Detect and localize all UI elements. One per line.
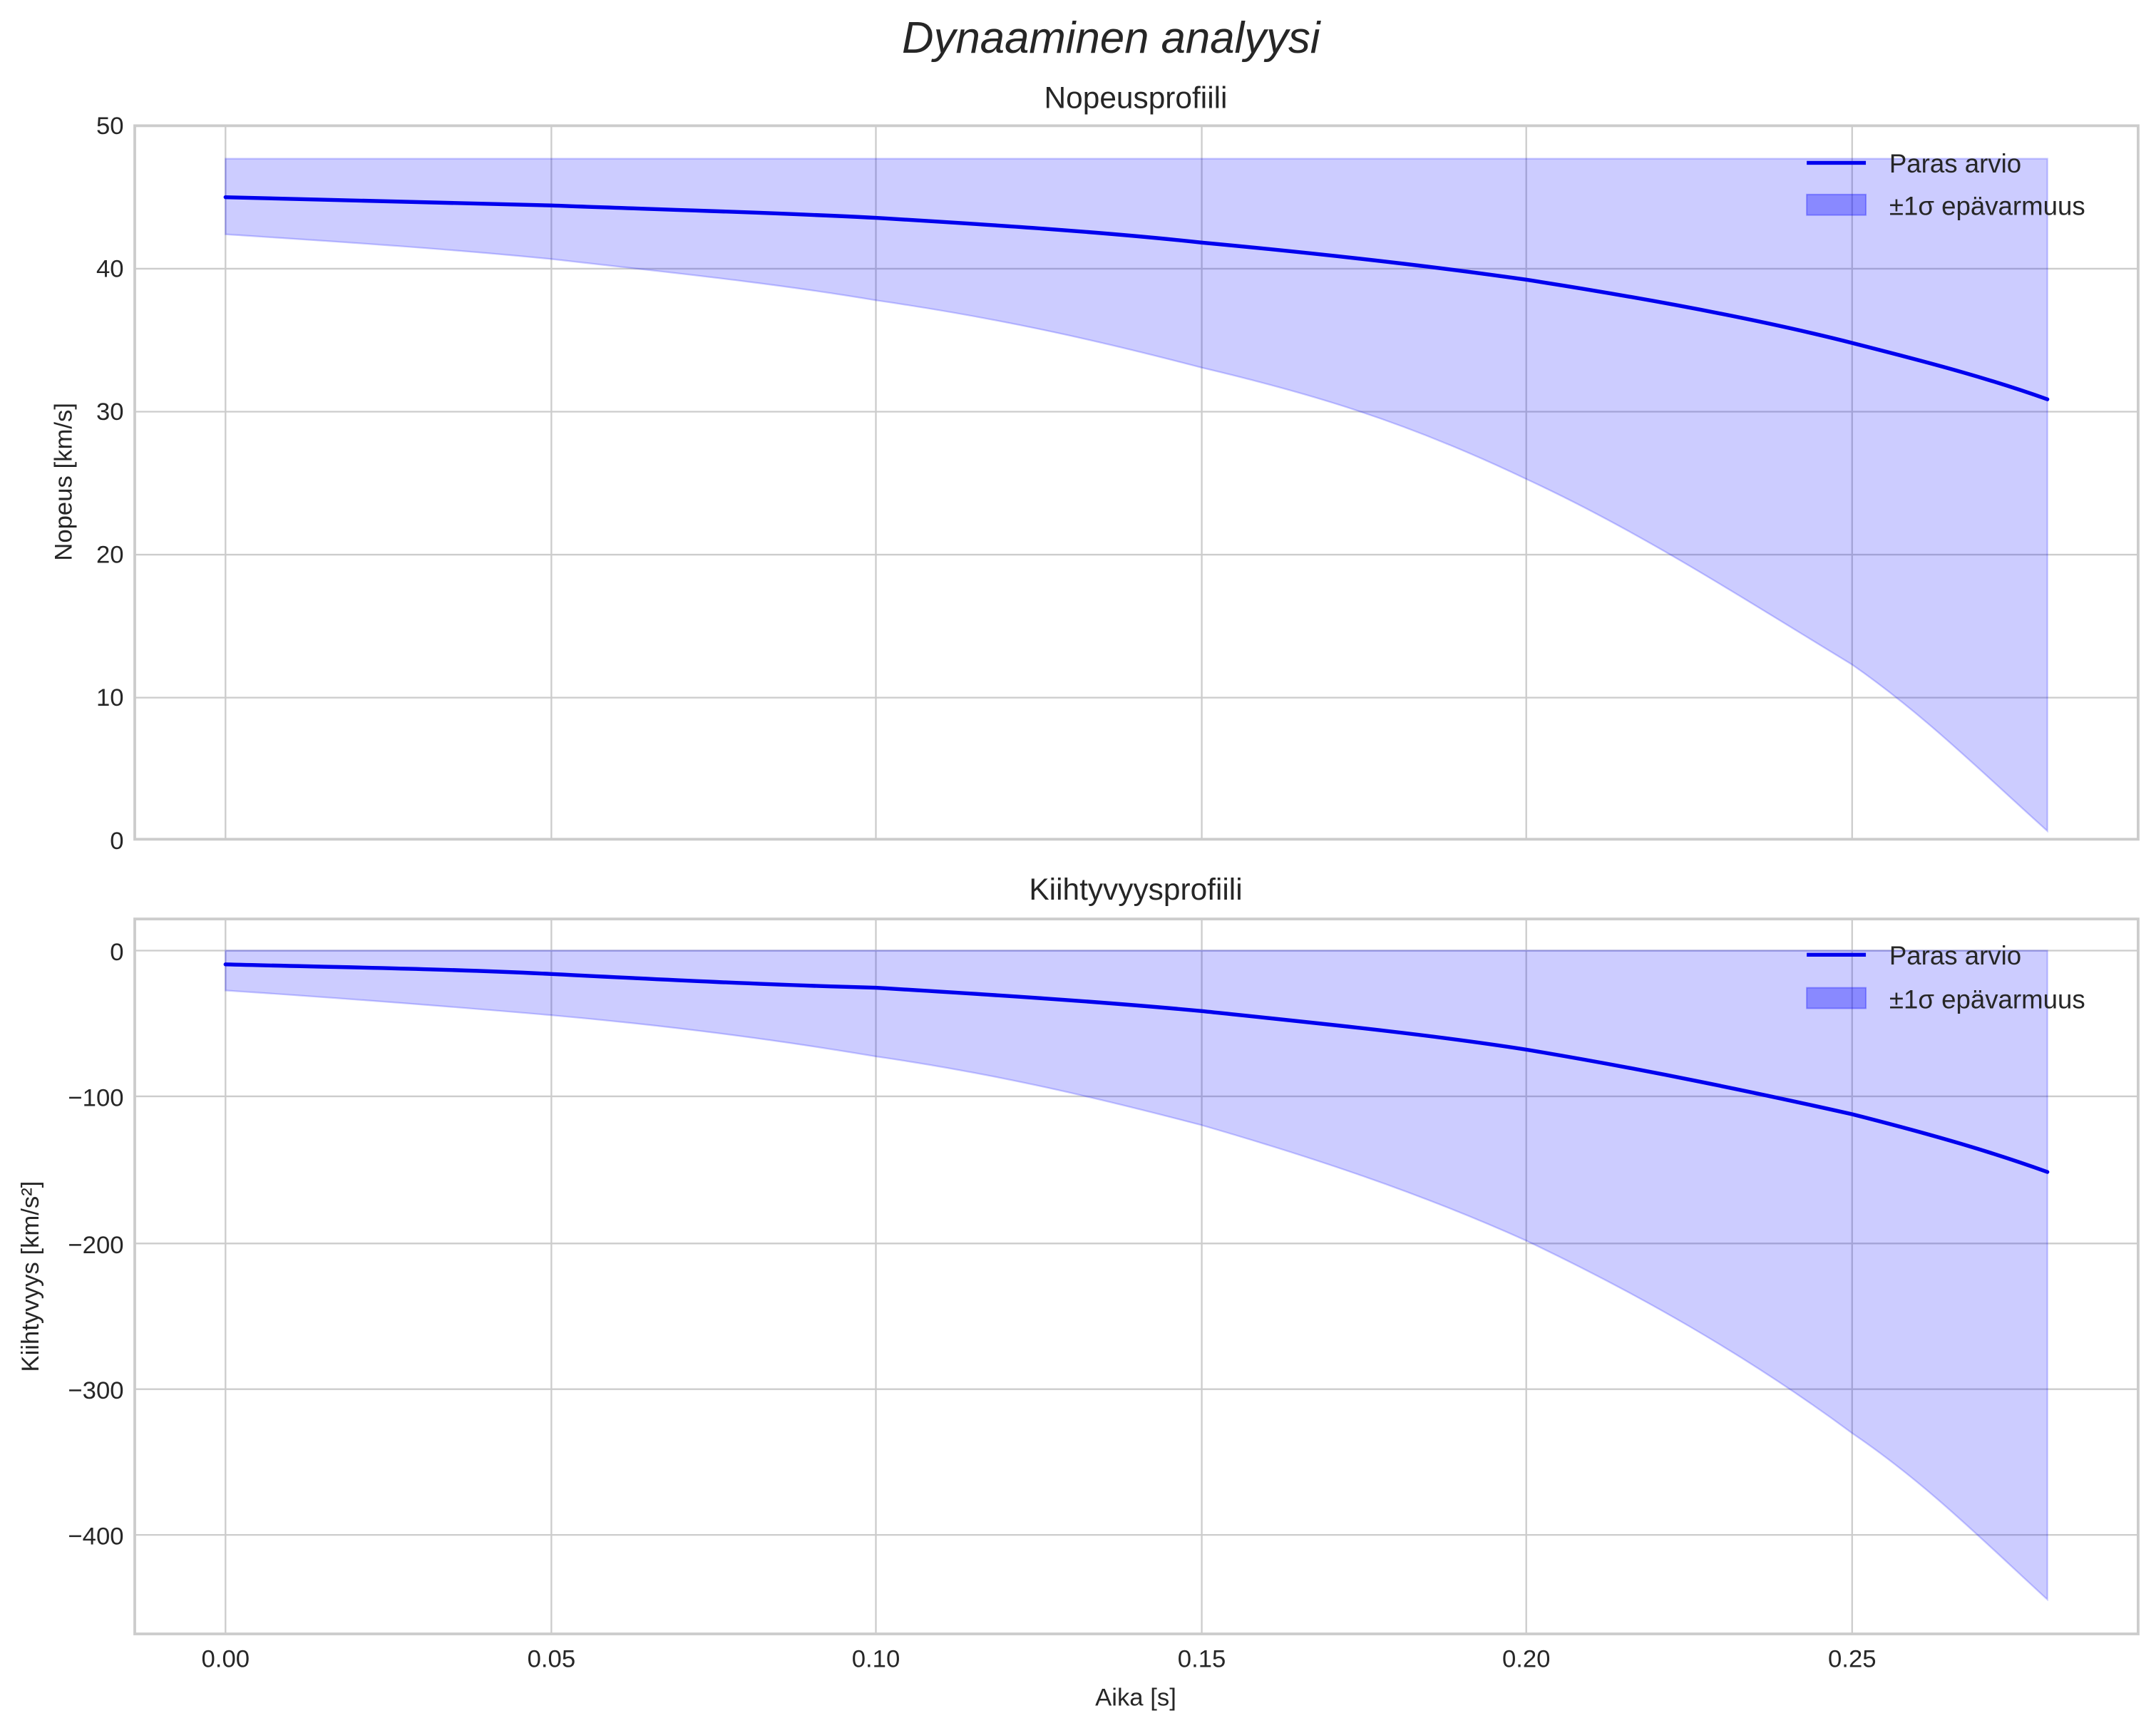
svg-text:50: 50: [96, 113, 124, 140]
acceleration-ylabel: Kiihtyvyys [km/s²]: [17, 1181, 44, 1372]
svg-text:20: 20: [96, 542, 124, 569]
svg-text:−100: −100: [68, 1084, 123, 1111]
svg-text:0.15: 0.15: [1178, 1645, 1226, 1672]
acceleration-axes: Kiihtyvyysprofiili 0 −100 −200 −300 −400: [17, 873, 2140, 1711]
acceleration-title: Kiihtyvyysprofiili: [1029, 873, 1242, 906]
legend-line-label: Paras arvio: [1889, 941, 2021, 970]
svg-text:40: 40: [96, 256, 124, 283]
acceleration-xticks: 0.00 0.05 0.10 0.15 0.20 0.25: [202, 1645, 1877, 1672]
figure-suptitle: Dynaaminen analyysi: [902, 14, 1322, 63]
velocity-frame: [133, 124, 2140, 841]
legend-band-label: ±1σ epävarmuus: [1889, 192, 2085, 221]
acceleration-best-line: [223, 962, 2050, 1174]
velocity-grid: [135, 125, 2138, 840]
velocity-ylabel: Nopeus [km/s]: [50, 403, 77, 561]
legend-band-label: ±1σ epävarmuus: [1889, 984, 2085, 1014]
legend-line-label: Paras arvio: [1889, 149, 2021, 178]
svg-text:0: 0: [110, 939, 123, 966]
svg-text:−400: −400: [68, 1523, 123, 1550]
velocity-best-line: [223, 195, 2050, 401]
acceleration-uncertainty-band: [225, 950, 2048, 1602]
time-xlabel: Aika [s]: [1095, 1684, 1176, 1711]
legend-band-icon: [1806, 193, 1867, 216]
svg-text:−300: −300: [68, 1377, 123, 1404]
acceleration-grid: [135, 919, 2138, 1634]
svg-text:10: 10: [96, 684, 124, 711]
svg-text:0.10: 0.10: [852, 1645, 900, 1672]
velocity-axes: Nopeusprofiili 0 10 20 30 40 50: [50, 81, 2140, 855]
acceleration-legend: Paras arvio ±1σ epävarmuus: [1806, 941, 2085, 1014]
svg-text:0: 0: [110, 828, 123, 855]
svg-text:0.25: 0.25: [1828, 1645, 1877, 1672]
acceleration-yticks: 0 −100 −200 −300 −400: [68, 939, 123, 1550]
svg-text:0.00: 0.00: [202, 1645, 250, 1672]
svg-text:−200: −200: [68, 1232, 123, 1259]
velocity-yticks: 0 10 20 30 40 50: [96, 113, 124, 855]
velocity-title: Nopeusprofiili: [1044, 81, 1228, 114]
velocity-legend: Paras arvio ±1σ epävarmuus: [1806, 149, 2085, 221]
legend-band-icon: [1806, 987, 1867, 1009]
svg-text:0.05: 0.05: [528, 1645, 576, 1672]
svg-text:0.20: 0.20: [1502, 1645, 1551, 1672]
acceleration-frame: [133, 917, 2140, 1635]
svg-text:30: 30: [96, 398, 124, 426]
velocity-uncertainty-band: [225, 158, 2048, 833]
